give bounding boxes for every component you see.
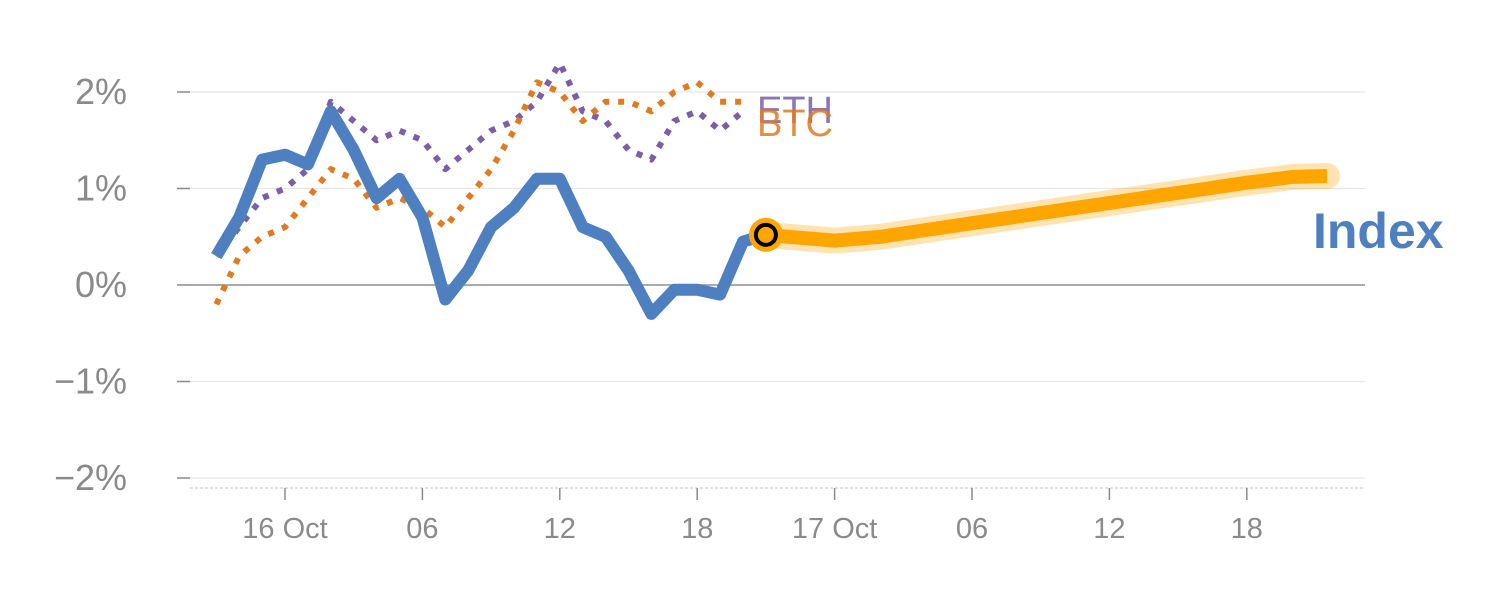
series-btc-line [213,79,743,306]
y-tick-label: 2% [75,71,127,112]
series-index-line [211,105,768,320]
series-label-eth: ETH [757,90,833,132]
x-tick-label: 06 [956,513,988,545]
marker-point [753,222,778,247]
x-tick-label: 18 [681,513,713,545]
x-tick-label: 06 [406,513,438,545]
x-tick-label: 12 [544,513,576,545]
y-tick-label: −1% [54,361,127,402]
x-tick-label: 18 [1231,513,1263,545]
series-label-btc: BTC [757,103,833,145]
x-tick-label: 12 [1093,513,1125,545]
series-eth-line [213,60,745,258]
axes: 2% 1% 0% −1% −2% 16 Oct 06 12 18 17 Oct 06 12 18 [54,71,1365,545]
x-tick-label: 16 Oct [242,513,327,545]
series-lines [211,60,1340,320]
series-label-index: Index [1313,203,1444,259]
grid-lines [190,91,1365,479]
series-labels: ETH BTC Index [757,90,1444,259]
x-tick-label: 17 Oct [792,513,877,545]
series-index-forecast-line [765,169,1328,248]
y-tick-label: −2% [54,457,127,498]
y-tick-label: 0% [75,264,127,305]
current-value-marker [748,217,783,252]
y-tick-label: 1% [75,168,127,209]
